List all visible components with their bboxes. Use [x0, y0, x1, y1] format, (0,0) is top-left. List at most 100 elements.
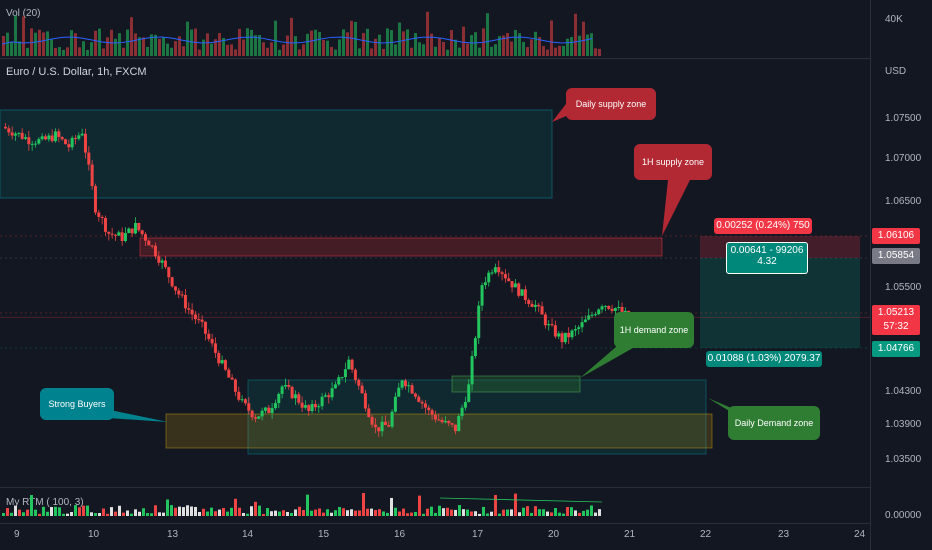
indicator-bar: [342, 508, 345, 516]
strong-buyers-callout[interactable]: Strong Buyers: [40, 388, 114, 420]
indicator-bar: [98, 513, 101, 516]
daily-demand-callout[interactable]: Daily Demand zone: [728, 406, 820, 440]
volume-bar: [514, 30, 517, 56]
candle: [523, 289, 527, 301]
candle: [343, 369, 347, 378]
candle: [317, 406, 321, 408]
candle: [307, 405, 311, 412]
price-tag-tp[interactable]: 1.04766: [872, 341, 920, 357]
indicator-bar: [302, 510, 305, 516]
volume-bar: [378, 34, 381, 56]
candle: [503, 274, 507, 279]
volume-bar: [598, 48, 601, 56]
indicator-bar: [14, 505, 17, 516]
volume-bar: [398, 22, 401, 57]
pane-separator[interactable]: [0, 58, 932, 59]
candle: [417, 396, 421, 402]
candle: [557, 333, 561, 337]
reward-label[interactable]: 0.01088 (1.03%) 2079.37: [706, 351, 822, 367]
indicator-bar: [266, 508, 269, 516]
candle: [267, 407, 271, 414]
candle: [527, 300, 531, 304]
candle: [577, 327, 581, 329]
volume-label[interactable]: Vol (20): [6, 8, 41, 19]
h1-demand-callout[interactable]: 1H demand zone: [614, 312, 694, 348]
candle: [570, 330, 574, 338]
indicator-bar: [410, 512, 413, 516]
candle: [257, 416, 261, 419]
candle: [427, 407, 431, 411]
volume-bar: [38, 29, 41, 56]
h1-supply-callout[interactable]: 1H supply zone: [634, 144, 712, 180]
candle: [237, 391, 241, 400]
indicator-bar: [402, 508, 405, 516]
volume-bar: [470, 35, 473, 56]
candle: [533, 304, 537, 307]
indicator-bar: [482, 506, 485, 516]
indicator-bar: [114, 511, 117, 516]
price-tag-last[interactable]: 1.05213: [872, 305, 920, 321]
risk-label[interactable]: 0.00252 (0.24%) 750: [714, 218, 812, 234]
candle: [360, 385, 364, 394]
daily-supply-zone: [0, 109, 553, 199]
candle: [167, 267, 171, 278]
indicator-label[interactable]: My RTM ( 100, 3): [6, 497, 84, 508]
indicator-bar: [458, 505, 461, 516]
candle: [357, 379, 361, 386]
volume-bar: [430, 33, 433, 56]
candle: [477, 305, 481, 339]
volume-bar: [274, 20, 277, 57]
candle: [553, 325, 557, 337]
volume-bar: [130, 17, 133, 56]
indicator-bar: [350, 509, 353, 516]
indicator-bar: [374, 510, 377, 516]
price-tag-countdown[interactable]: 57:32: [872, 319, 920, 335]
volume-bar: [458, 47, 461, 56]
candle: [110, 233, 114, 235]
candle: [393, 396, 397, 412]
candle: [407, 385, 411, 387]
volume-bar: [554, 47, 557, 56]
price-tag-entry[interactable]: 1.05854: [872, 248, 920, 264]
indicator-bar: [546, 511, 549, 516]
candle: [347, 359, 351, 370]
candle: [573, 328, 577, 331]
indicator-bar: [322, 512, 325, 516]
indicator-bar: [522, 507, 525, 516]
volume-bar: [18, 41, 21, 56]
volume-bar: [370, 48, 373, 56]
indicator-bar: [238, 507, 241, 516]
candle: [480, 285, 484, 306]
indicator-bar: [170, 505, 173, 516]
candle: [143, 234, 147, 241]
candle: [223, 360, 227, 370]
candle: [403, 380, 407, 387]
candle: [373, 424, 377, 428]
price-axis[interactable]: 40K USD 1.07500 1.07000 1.06500 1.05500 …: [870, 0, 932, 550]
indicator-bar: [154, 505, 157, 516]
volume-bar: [46, 31, 49, 56]
candle: [263, 407, 267, 411]
volume-bar: [478, 47, 481, 56]
indicator-bar: [50, 507, 53, 516]
volume-bar: [590, 33, 593, 56]
volume-bar: [34, 32, 37, 56]
indicator-bar: [498, 513, 501, 516]
pane-separator-2[interactable]: [0, 487, 932, 488]
volume-bar: [534, 31, 537, 56]
candle: [623, 310, 627, 313]
symbol-title[interactable]: Euro / U.S. Dollar, 1h, FXCM: [6, 66, 147, 78]
indicator-bar: [194, 506, 197, 516]
candle: [413, 393, 417, 397]
indicator-bar: [418, 495, 421, 516]
position-center-label[interactable]: 0.00641 - 99206 4.32: [726, 242, 808, 274]
volume-bar: [518, 33, 521, 56]
price-tag-sl[interactable]: 1.06106: [872, 228, 920, 244]
candle: [77, 135, 81, 139]
candle: [220, 360, 224, 364]
candle: [177, 290, 181, 295]
volume-bar: [334, 49, 337, 56]
candle: [423, 403, 427, 408]
daily-supply-callout[interactable]: Daily supply zone: [566, 88, 656, 120]
